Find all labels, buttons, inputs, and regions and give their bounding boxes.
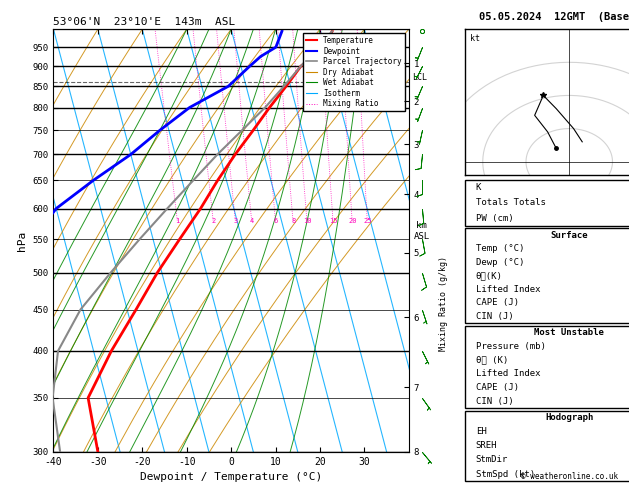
Text: CAPE (J): CAPE (J) [476,298,519,307]
Text: Lifted Index: Lifted Index [476,285,540,294]
Text: 15: 15 [329,218,337,224]
Text: Temp (°C): Temp (°C) [476,244,524,253]
Text: Lifted Index: Lifted Index [476,369,540,378]
Y-axis label: hPa: hPa [17,230,27,251]
Text: K: K [476,183,481,192]
Text: Totals Totals: Totals Totals [476,198,546,208]
Text: 8: 8 [291,218,296,224]
Text: CIN (J): CIN (J) [476,312,513,321]
Text: 10: 10 [303,218,311,224]
Text: Dewp (°C): Dewp (°C) [476,258,524,267]
Text: 3: 3 [233,218,238,224]
Text: Most Unstable: Most Unstable [534,328,604,337]
Text: © weatheronline.co.uk: © weatheronline.co.uk [521,472,618,481]
Text: LCL: LCL [413,73,427,82]
Text: PW (cm): PW (cm) [476,214,513,223]
Text: 53°06'N  23°10'E  143m  ASL: 53°06'N 23°10'E 143m ASL [53,17,236,27]
Text: 1: 1 [175,218,180,224]
Text: SREH: SREH [476,441,498,451]
Text: Mixing Ratio (g/kg): Mixing Ratio (g/kg) [439,257,448,351]
Text: 25: 25 [363,218,372,224]
Y-axis label: km
ASL: km ASL [414,221,430,241]
Text: StmSpd (kt): StmSpd (kt) [476,469,535,479]
Text: 20: 20 [348,218,357,224]
Text: EH: EH [476,427,487,436]
Text: 4: 4 [250,218,254,224]
Text: 6: 6 [274,218,278,224]
Legend: Temperature, Dewpoint, Parcel Trajectory, Dry Adiabat, Wet Adiabat, Isotherm, Mi: Temperature, Dewpoint, Parcel Trajectory… [303,33,405,111]
Text: Surface: Surface [550,231,588,240]
X-axis label: Dewpoint / Temperature (°C): Dewpoint / Temperature (°C) [140,472,322,483]
Text: CAPE (J): CAPE (J) [476,383,519,392]
Text: CIN (J): CIN (J) [476,397,513,406]
Text: 2: 2 [211,218,216,224]
Text: Hodograph: Hodograph [545,413,593,422]
Text: Pressure (mb): Pressure (mb) [476,342,546,351]
Text: kt: kt [470,34,479,43]
Text: 05.05.2024  12GMT  (Base: 00): 05.05.2024 12GMT (Base: 00) [479,12,629,22]
Text: StmDir: StmDir [476,455,508,465]
Text: θᴇ(K): θᴇ(K) [476,271,503,280]
Text: θᴇ (K): θᴇ (K) [476,356,508,364]
